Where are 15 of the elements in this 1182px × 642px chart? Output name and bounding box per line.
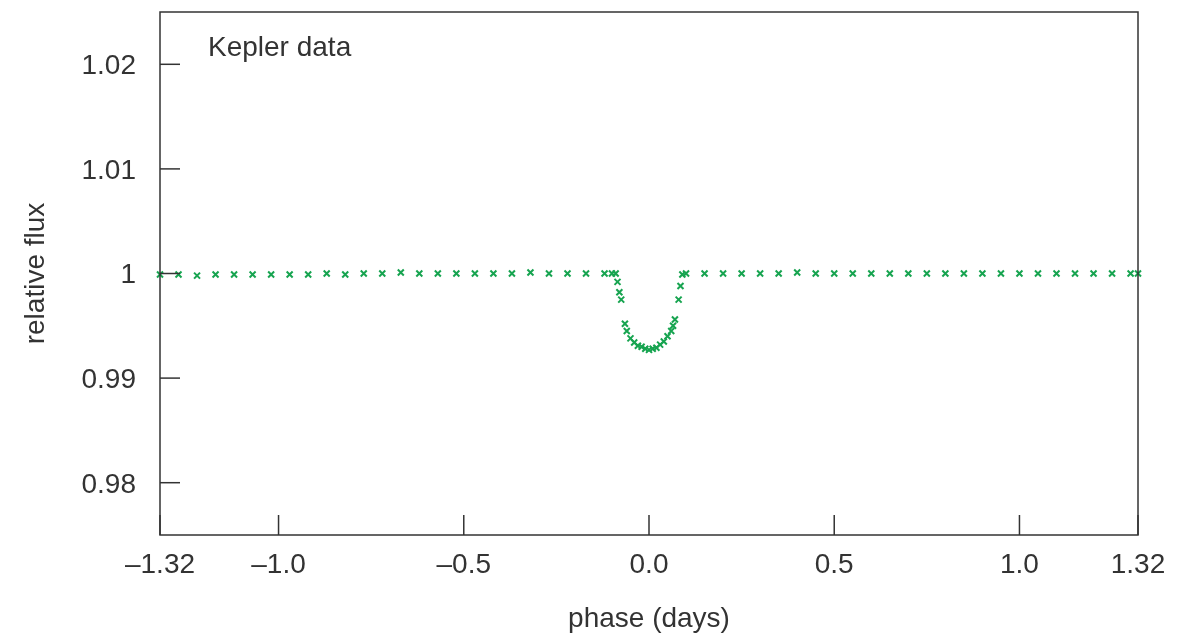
x-tick-label: 0.5 bbox=[814, 548, 854, 579]
x-tick-label: 1.0 bbox=[999, 548, 1039, 579]
y-axis-title: relative flux bbox=[19, 202, 50, 345]
x-tick-label: –0.5 bbox=[436, 548, 492, 579]
x-tick-label: –1.0 bbox=[251, 548, 306, 579]
x-tick-label: 1.32 bbox=[1110, 548, 1166, 579]
y-tick-label: 1 bbox=[120, 258, 136, 290]
annotation: Kepler data bbox=[208, 31, 352, 62]
y-tick-label: 1.02 bbox=[81, 49, 136, 81]
x-tick-label: –1.32 bbox=[124, 548, 196, 579]
y-tick-label: 1.01 bbox=[81, 153, 136, 185]
y-tick-label: 0.99 bbox=[81, 362, 136, 394]
x-tick-label: 0.0 bbox=[629, 548, 669, 579]
x-axis-title: phase (days) bbox=[568, 602, 730, 633]
y-tick-label: 0.98 bbox=[81, 467, 136, 499]
